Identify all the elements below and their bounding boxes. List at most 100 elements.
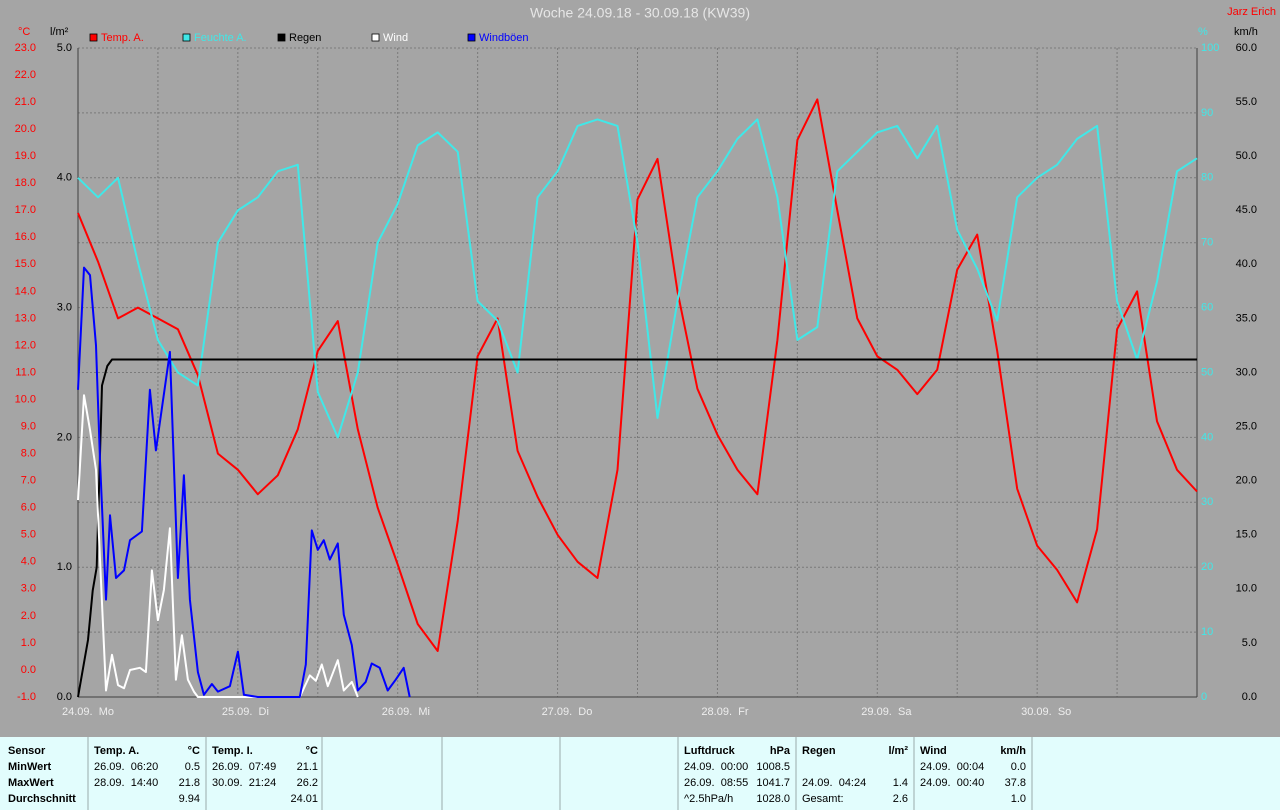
x-tick-label: 29.09. Sa: [861, 706, 912, 718]
cell-time: 28.09. 14:40: [94, 777, 158, 789]
tick-label: 23.0: [15, 42, 36, 54]
series-line: [77, 394, 359, 698]
tick-label: 5.0: [21, 529, 36, 541]
cell-value: 1028.0: [756, 793, 790, 805]
cell-time: 26.09. 08:55: [684, 777, 748, 789]
tick-label: 80: [1201, 172, 1213, 184]
tick-label: 20.0: [15, 123, 36, 135]
tick-label: 45.0: [1236, 204, 1257, 216]
tick-label: 2.0: [57, 431, 72, 443]
tick-label: 18.0: [15, 177, 36, 189]
tick-label: 2.0: [21, 610, 36, 622]
column-header: Wind: [920, 745, 947, 757]
cell-time: 30.09. 21:24: [212, 777, 276, 789]
tick-label: 55.0: [1236, 96, 1257, 108]
tick-label: 70: [1201, 237, 1213, 249]
tick-label: 22.0: [15, 69, 36, 81]
x-tick-label: 27.09. Do: [542, 706, 593, 718]
tick-label: 10.0: [1236, 583, 1257, 595]
column-header: Luftdruck: [684, 745, 736, 757]
tick-label: 15.0: [15, 258, 36, 270]
tick-label: 60: [1201, 302, 1213, 314]
column-unit: km/h: [1000, 745, 1026, 757]
column-unit: °C: [306, 745, 318, 757]
x-tick-label: 28.09. Fr: [701, 706, 748, 718]
row-label: Durchschnitt: [8, 793, 76, 805]
cell-value: 26.2: [297, 777, 318, 789]
tick-label: 10: [1201, 626, 1213, 638]
column-header: Temp. A.: [94, 745, 139, 757]
x-tick-label: 26.09. Mi: [382, 706, 430, 718]
column-unit: l/m²: [888, 745, 908, 757]
tick-label: 19.0: [15, 150, 36, 162]
tick-label: 5.0: [57, 42, 72, 54]
column-unit: hPa: [770, 745, 791, 757]
tick-label: 17.0: [15, 204, 36, 216]
tick-label: 21.0: [15, 96, 36, 108]
legend-label: Windböen: [479, 32, 529, 44]
tick-label: 5.0: [1242, 637, 1257, 649]
cell-time: 24.09. 00:40: [920, 777, 984, 789]
cell-time: 24.09. 00:04: [920, 761, 984, 773]
tick-label: 20.0: [1236, 475, 1257, 487]
tick-label: 6.0: [21, 502, 36, 514]
tick-label: 4.0: [21, 556, 36, 568]
tick-label: 15.0: [1236, 529, 1257, 541]
tick-label: 35.0: [1236, 312, 1257, 324]
tick-label: 3.0: [21, 583, 36, 595]
x-tick-label: 30.09. So: [1021, 706, 1071, 718]
legend-swatch: [467, 33, 476, 42]
tick-label: 13.0: [15, 312, 36, 324]
tick-label: 14.0: [15, 285, 36, 297]
cell-value: 1.4: [893, 777, 908, 789]
cell-value: 21.1: [297, 761, 318, 773]
row-label: MinWert: [8, 761, 52, 773]
cell-time: 24.09. 00:00: [684, 761, 748, 773]
legend-label: Feuchte A.: [194, 32, 247, 44]
tick-label: 3.0: [57, 302, 72, 314]
tick-label: 100: [1201, 42, 1219, 54]
background: [0, 0, 1280, 737]
table-background: [0, 737, 1280, 810]
legend-label: Temp. A.: [101, 32, 144, 44]
legend-swatch: [182, 33, 191, 42]
cell-value: 0.0: [1011, 761, 1026, 773]
cell-value: 37.8: [1005, 777, 1026, 789]
column-unit: °C: [188, 745, 200, 757]
column-header: Regen: [802, 745, 836, 757]
cell-time: 24.09. 04:24: [802, 777, 866, 789]
cell-value: 1008.5: [756, 761, 790, 773]
series-line: [77, 266, 411, 698]
tick-label: 60.0: [1236, 42, 1257, 54]
tick-label: 30.0: [1236, 366, 1257, 378]
tick-label: 9.0: [21, 420, 36, 432]
tick-label: 4.0: [57, 172, 72, 184]
y3-unit: l/m²: [50, 26, 69, 38]
cell-time: Gesamt:: [802, 793, 844, 805]
cell-time: 26.09. 07:49: [212, 761, 276, 773]
legend-label: Regen: [289, 32, 321, 44]
y-unit: °C: [18, 26, 30, 38]
cell-value: 1041.7: [756, 777, 790, 789]
series-line: [77, 98, 1198, 652]
cell-value: 1.0: [1011, 793, 1026, 805]
tick-label: 30: [1201, 496, 1213, 508]
tick-label: 40.0: [1236, 258, 1257, 270]
tick-label: 40: [1201, 431, 1213, 443]
y4-unit: km/h: [1234, 26, 1258, 38]
tick-label: 90: [1201, 107, 1213, 119]
cell-value: 21.8: [179, 777, 200, 789]
tick-label: 0.0: [21, 664, 36, 676]
tick-label: 16.0: [15, 231, 36, 243]
x-tick-label: 25.09. Di: [222, 706, 269, 718]
cell-value: 0.5: [185, 761, 200, 773]
cell-value: 2.6: [893, 793, 908, 805]
series-line: [77, 118, 1198, 439]
tick-label: 25.0: [1236, 420, 1257, 432]
legend-label: Wind: [383, 32, 408, 44]
legend-swatch: [277, 33, 286, 42]
tick-label: 12.0: [15, 339, 36, 351]
tick-label: 0.0: [1242, 691, 1257, 703]
series-line: [77, 358, 1197, 698]
